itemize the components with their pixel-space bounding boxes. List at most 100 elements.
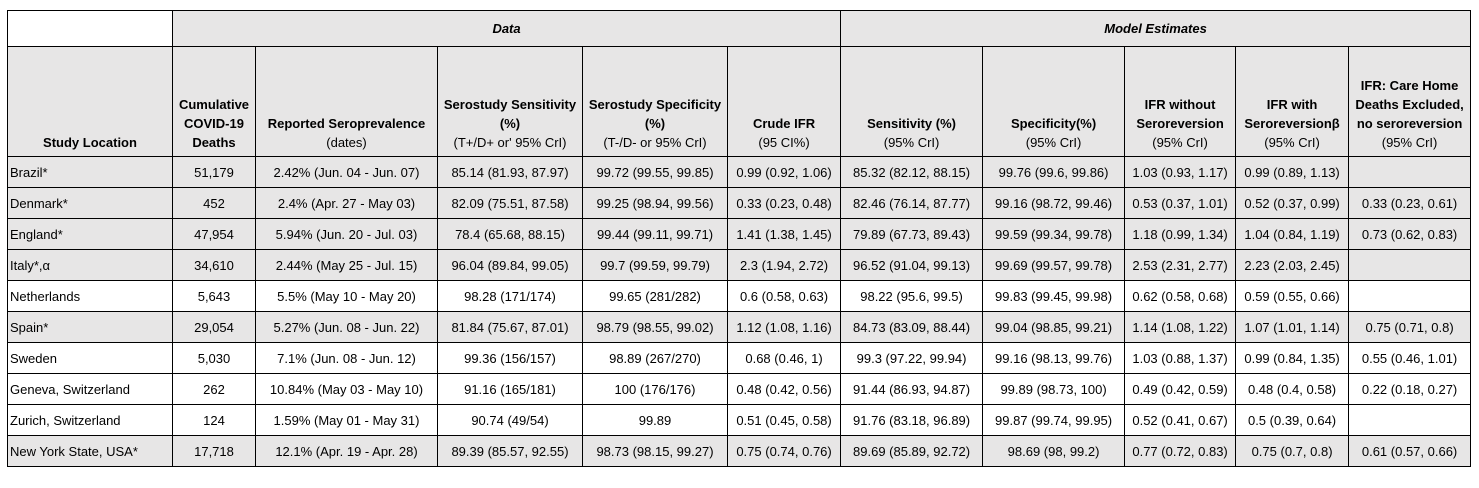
table-cell: 2.4% (Apr. 27 - May 03)	[255, 187, 438, 219]
table-cell: 96.04 (89.84, 99.05)	[437, 249, 583, 281]
table-cell: 90.74 (49/54)	[437, 404, 583, 436]
header-bold: Study Location	[43, 135, 137, 150]
table-cell: 1.12 (1.08, 1.16)	[726, 311, 842, 343]
table-cell: 81.84 (75.67, 87.01)	[437, 311, 583, 343]
header-normal: (95% CrI)	[1381, 135, 1438, 150]
table-cell: 0.48 (0.42, 0.56)	[726, 373, 842, 405]
table-cell: 99.3 (97.22, 99.94)	[840, 342, 984, 374]
header-bold: Sensitivity (%)	[867, 116, 956, 131]
table-cell: Denmark*	[7, 187, 173, 219]
table-cell: 0.75 (0.74, 0.76)	[726, 435, 842, 467]
table-cell: 84.73 (83.09, 88.44)	[840, 311, 984, 343]
table-row: Brazil* 51,179 2.42% (Jun. 04 - Jun. 07) 85…	[7, 156, 1472, 188]
table-cell: 1.03 (0.93, 1.17)	[1124, 156, 1237, 188]
table-cell: 5,030	[172, 342, 256, 374]
table-cell: 0.53 (0.37, 1.01)	[1124, 187, 1237, 219]
column-header: IFR: Care Home Deaths Excluded, no seror…	[1348, 46, 1472, 157]
table-cell: 0.99 (0.84, 1.35)	[1235, 342, 1350, 374]
table-row: Netherlands 5,643 5.5% (May 10 - May 20) 98…	[7, 280, 1472, 312]
table-cell: 99.89 (98.73, 100)	[982, 373, 1126, 405]
table-cell: 99.65 (281/282)	[582, 280, 728, 312]
table-row: Denmark* 452 2.4% (Apr. 27 - May 03) 82.09 …	[7, 187, 1472, 219]
table-cell: 1.41 (1.38, 1.45)	[726, 218, 842, 250]
table-cell: 17,718	[172, 435, 256, 467]
header-normal: (95% CrI)	[883, 135, 940, 150]
table-cell: 0.62 (0.58, 0.68)	[1124, 280, 1237, 312]
table-cell: 98.89 (267/270)	[582, 342, 728, 374]
empty-cell	[7, 10, 173, 47]
table-cell: 124	[172, 404, 256, 436]
header-row: Study Location Cumulative COVID-19 Deaths…	[7, 46, 1472, 157]
table-cell: 99.36 (156/157)	[437, 342, 583, 374]
header-normal: (T-/D- or 95% CrI)	[603, 135, 707, 150]
table-row: England* 47,954 5.94% (Jun. 20 - Jul. 03) 7…	[7, 218, 1472, 250]
group-header: Data	[171, 10, 842, 47]
table-cell: 85.14 (81.93, 87.97)	[437, 156, 583, 188]
header-bold: Cumulative COVID-19 Deaths	[178, 97, 250, 150]
column-header: Sensitivity (%) (95% CrI)	[840, 46, 984, 157]
table-cell: 98.69 (98, 99.2)	[982, 435, 1126, 467]
table-cell: 0.33 (0.23, 0.48)	[726, 187, 842, 219]
table-cell: 7.1% (Jun. 08 - Jun. 12)	[255, 342, 438, 374]
table-cell: 99.83 (99.45, 99.98)	[982, 280, 1126, 312]
table-cell	[1348, 280, 1472, 312]
table-cell: 91.16 (165/181)	[437, 373, 583, 405]
group-row: Data Model Estimates	[7, 10, 1472, 47]
header-bold: Reported Seroprevalence	[267, 116, 426, 131]
column-header: Study Location	[7, 46, 173, 157]
table-cell: New York State, USA*	[7, 435, 173, 467]
table-cell: Brazil*	[7, 156, 173, 188]
table-cell: Netherlands	[7, 280, 173, 312]
table-cell: 89.69 (85.89, 92.72)	[840, 435, 984, 467]
table-cell: 0.59 (0.55, 0.66)	[1235, 280, 1350, 312]
table-cell: 99.16 (98.13, 99.76)	[982, 342, 1126, 374]
table-cell: 89.39 (85.57, 92.55)	[437, 435, 583, 467]
column-header: Crude IFR (95 CI%)	[726, 46, 842, 157]
header-normal: (T+/D+ or' 95% CrI)	[453, 135, 567, 150]
header-bold: IFR without Seroreversion	[1136, 97, 1224, 131]
table-cell: 2.23 (2.03, 2.45)	[1235, 249, 1350, 281]
table-cell: 2.53 (2.31, 2.77)	[1124, 249, 1237, 281]
table-cell: 5.27% (Jun. 08 - Jun. 22)	[255, 311, 438, 343]
table-cell: Spain*	[7, 311, 173, 343]
table-cell	[1348, 156, 1472, 188]
table-cell: 0.52 (0.41, 0.67)	[1124, 404, 1237, 436]
table-cell: 0.75 (0.71, 0.8)	[1348, 311, 1472, 343]
table-cell: 5.5% (May 10 - May 20)	[255, 280, 438, 312]
table-cell: 99.25 (98.94, 99.56)	[582, 187, 728, 219]
column-header: Specificity(%) (95% CrI)	[982, 46, 1126, 157]
table-cell: 452	[172, 187, 256, 219]
table-cell: 47,954	[172, 218, 256, 250]
table-row: Geneva, Switzerland 262 10.84% (May 03 - M…	[7, 373, 1472, 405]
table-cell: Sweden	[7, 342, 173, 374]
column-header: IFR with Seroreversionβ (95% CrI)	[1235, 46, 1350, 157]
table-cell: 10.84% (May 03 - May 10)	[255, 373, 438, 405]
header-bold: Serostudy Sensitivity (%)	[443, 97, 577, 131]
header-normal: (95% CrI)	[1264, 135, 1320, 150]
header-bold: Crude IFR	[752, 116, 816, 131]
table-cell: 0.77 (0.72, 0.83)	[1124, 435, 1237, 467]
table-cell: 29,054	[172, 311, 256, 343]
table-cell: 0.5 (0.39, 0.64)	[1235, 404, 1350, 436]
column-header: Reported Seroprevalence (dates)	[255, 46, 438, 157]
table-cell: 98.73 (98.15, 99.27)	[582, 435, 728, 467]
header-normal: (95% CrI)	[1152, 135, 1208, 150]
table-cell: 0.48 (0.4, 0.58)	[1235, 373, 1350, 405]
table-cell: 0.52 (0.37, 0.99)	[1235, 187, 1350, 219]
table-cell: 2.44% (May 25 - Jul. 15)	[255, 249, 438, 281]
table-cell: 1.59% (May 01 - May 31)	[255, 404, 438, 436]
table-row: Italy*,α 34,610 2.44% (May 25 - Jul. 15) 96…	[7, 249, 1472, 281]
table-cell: Geneva, Switzerland	[7, 373, 173, 405]
table-cell: 1.04 (0.84, 1.19)	[1235, 218, 1350, 250]
table-cell: 98.28 (171/174)	[437, 280, 583, 312]
table-cell: 0.33 (0.23, 0.61)	[1348, 187, 1472, 219]
header-normal: (dates)	[326, 135, 367, 150]
table-body: Brazil* 51,179 2.42% (Jun. 04 - Jun. 07) 85…	[7, 156, 1472, 467]
table-cell: 5,643	[172, 280, 256, 312]
header-normal: (95% CrI)	[1025, 135, 1082, 150]
table-cell: 2.3 (1.94, 2.72)	[726, 249, 842, 281]
table-cell: 12.1% (Apr. 19 - Apr. 28)	[255, 435, 438, 467]
table-cell: 99.72 (99.55, 99.85)	[582, 156, 728, 188]
table-cell: Zurich, Switzerland	[7, 404, 173, 436]
